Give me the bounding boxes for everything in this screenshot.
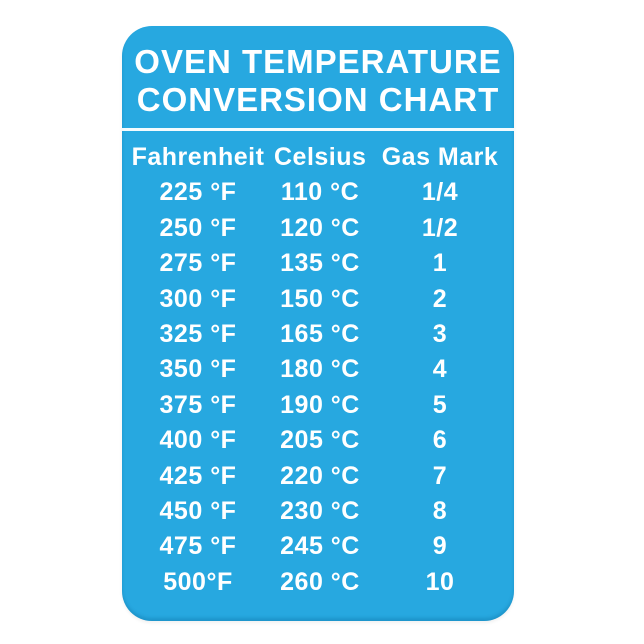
celsius-value: 245 °C	[280, 532, 360, 561]
table-header-row: Fahrenheit Celsius Gas Mark	[122, 140, 514, 175]
table-row: 275 °F 135 °C 1	[122, 246, 514, 281]
table-row: 300 °F 150 °C 2	[122, 282, 514, 317]
celsius-value: 220 °C	[280, 461, 360, 490]
table-row: 500°F 260 °C 10	[122, 565, 514, 600]
table-row: 375 °F 190 °C 5	[122, 388, 514, 423]
fahrenheit-value: 375 °F	[159, 390, 237, 419]
fahrenheit-value: 275 °F	[159, 249, 237, 278]
celsius-value: 150 °C	[280, 284, 360, 313]
gas-mark-value: 2	[432, 284, 448, 313]
fahrenheit-value: 475 °F	[159, 532, 237, 561]
title-line-2: CONVERSION CHART	[136, 81, 500, 118]
celsius-value: 260 °C	[280, 567, 360, 596]
table-row: 325 °F 165 °C 3	[122, 317, 514, 352]
celsius-value: 205 °C	[280, 426, 360, 455]
gas-mark-value: 1/4	[421, 178, 459, 207]
table-row: 425 °F 220 °C 7	[122, 459, 514, 494]
fahrenheit-value: 225 °F	[159, 178, 237, 207]
gas-mark-value: 8	[432, 496, 448, 525]
page-title: OVEN TEMPERATURE CONVERSION CHART	[122, 26, 514, 119]
gas-mark-value: 5	[432, 390, 448, 419]
column-header-celsius: Celsius	[274, 143, 367, 171]
fahrenheit-value: 450 °F	[159, 496, 237, 525]
celsius-value: 135 °C	[280, 249, 360, 278]
table-row: 225 °F 110 °C 1/4	[122, 175, 514, 210]
table-row: 475 °F 245 °C 9	[122, 529, 514, 564]
table-row: 350 °F 180 °C 4	[122, 352, 514, 387]
gas-mark-value: 1/2	[421, 213, 459, 242]
gas-mark-value: 7	[432, 461, 448, 490]
column-header-fahrenheit: Fahrenheit	[131, 143, 265, 171]
fahrenheit-value: 325 °F	[159, 319, 237, 348]
table-row: 450 °F 230 °C 8	[122, 494, 514, 529]
fahrenheit-value: 400 °F	[159, 426, 237, 455]
title-divider	[122, 128, 514, 131]
table-row: 400 °F 205 °C 6	[122, 423, 514, 458]
table-row: 250 °F 120 °C 1/2	[122, 211, 514, 246]
celsius-value: 120 °C	[280, 213, 360, 242]
fahrenheit-value: 250 °F	[159, 213, 237, 242]
gas-mark-value: 1	[432, 249, 448, 278]
celsius-value: 230 °C	[280, 496, 360, 525]
fahrenheit-value: 350 °F	[159, 355, 237, 384]
gas-mark-value: 3	[432, 319, 448, 348]
gas-mark-value: 4	[432, 355, 448, 384]
celsius-value: 180 °C	[280, 355, 360, 384]
gas-mark-value: 6	[432, 426, 448, 455]
celsius-value: 190 °C	[280, 390, 360, 419]
title-line-1: OVEN TEMPERATURE	[134, 43, 502, 80]
celsius-value: 165 °C	[280, 319, 360, 348]
column-header-gas-mark: Gas Mark	[381, 143, 499, 171]
fahrenheit-value: 300 °F	[159, 284, 237, 313]
gas-mark-value: 9	[432, 532, 448, 561]
fahrenheit-value: 500°F	[163, 567, 233, 596]
fahrenheit-value: 425 °F	[159, 461, 237, 490]
celsius-value: 110 °C	[280, 178, 360, 207]
conversion-chart-card: OVEN TEMPERATURE CONVERSION CHART Fahren…	[122, 26, 514, 621]
gas-mark-value: 10	[425, 567, 455, 596]
conversion-table: Fahrenheit Celsius Gas Mark 225 °F 110 °…	[122, 140, 514, 600]
